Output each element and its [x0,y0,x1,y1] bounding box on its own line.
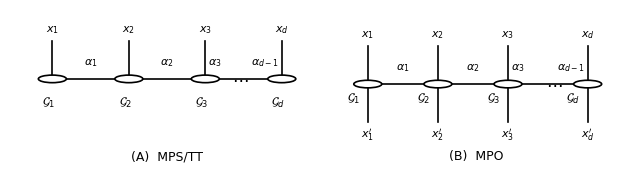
Text: $\mathcal{G}_1$: $\mathcal{G}_1$ [347,92,360,106]
Text: $\mathcal{G}_2$: $\mathcal{G}_2$ [119,96,132,110]
Text: (A)  MPS/TT: (A) MPS/TT [131,150,203,163]
Text: $\alpha_3$: $\alpha_3$ [511,62,524,74]
Text: $\mathcal{G}_d$: $\mathcal{G}_d$ [271,96,285,110]
Text: $\alpha_2$: $\alpha_2$ [161,57,174,69]
Circle shape [191,75,220,83]
Circle shape [424,80,452,88]
Text: $\mathcal{G}_1$: $\mathcal{G}_1$ [42,96,56,110]
Text: $\alpha_2$: $\alpha_2$ [466,62,479,74]
Text: $x_3'$: $x_3'$ [501,127,515,143]
Text: $\mathcal{G}_d$: $\mathcal{G}_d$ [566,92,580,106]
Text: $x_1$: $x_1$ [46,24,59,36]
Text: $x_2'$: $x_2'$ [431,127,444,143]
Text: $\cdots$: $\cdots$ [232,70,249,88]
Text: $x_d$: $x_d$ [275,24,289,36]
Text: $\mathcal{G}_3$: $\mathcal{G}_3$ [487,92,500,106]
Text: $x_2$: $x_2$ [122,24,135,36]
Text: $x_d'$: $x_d'$ [580,127,595,143]
Circle shape [354,80,382,88]
Text: $\mathcal{G}_2$: $\mathcal{G}_2$ [417,92,430,106]
Text: $x_3$: $x_3$ [501,29,515,41]
Text: $x_2$: $x_2$ [431,29,444,41]
Text: (B)  MPO: (B) MPO [449,150,504,163]
Text: $\alpha_3$: $\alpha_3$ [208,57,221,69]
Circle shape [38,75,67,83]
Text: $\alpha_{d-1}$: $\alpha_{d-1}$ [251,57,279,69]
Text: $x_1$: $x_1$ [361,29,374,41]
Text: $\alpha_{d-1}$: $\alpha_{d-1}$ [557,62,585,74]
Circle shape [268,75,296,83]
Text: $x_d$: $x_d$ [580,29,595,41]
Text: $\cdots$: $\cdots$ [546,75,563,93]
Text: $x_3$: $x_3$ [199,24,212,36]
Circle shape [494,80,522,88]
Circle shape [573,80,602,88]
Circle shape [115,75,143,83]
Text: $x_1'$: $x_1'$ [361,127,374,143]
Text: $\alpha_1$: $\alpha_1$ [396,62,410,74]
Text: $\mathcal{G}_3$: $\mathcal{G}_3$ [195,96,209,110]
Text: $\alpha_1$: $\alpha_1$ [84,57,97,69]
